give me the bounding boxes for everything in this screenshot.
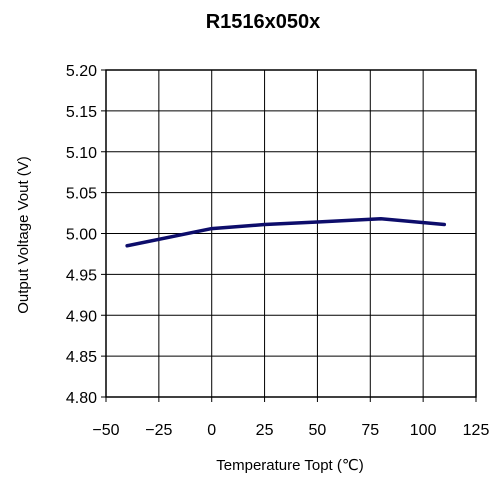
x-tick-label: −50 <box>92 422 119 439</box>
y-tick-label: 5.10 <box>66 145 97 162</box>
y-tick-label: 4.85 <box>66 349 97 366</box>
y-tick-label: 5.00 <box>66 227 97 244</box>
y-tick-label: 5.05 <box>66 186 97 203</box>
chart-title: R1516x050x <box>206 11 321 33</box>
plot-border <box>105 69 477 398</box>
x-tick-labels: −50 −25 0 25 50 75 100 125 <box>92 422 489 439</box>
x-tick-label: −25 <box>145 422 172 439</box>
x-tick-label: 25 <box>256 422 274 439</box>
series-layer <box>125 217 447 248</box>
y-tick-label: 4.80 <box>66 390 97 407</box>
series-line <box>125 217 447 248</box>
y-tick-labels: 4.80 4.85 4.90 4.95 5.00 5.05 5.10 5.15 5.20 <box>66 63 97 407</box>
y-tick-label: 4.95 <box>66 267 97 284</box>
grid <box>106 70 476 397</box>
plot-frame <box>101 69 477 402</box>
x-tick-label: 50 <box>309 422 327 439</box>
y-tick-label: 5.15 <box>66 104 97 121</box>
x-axis-label: Temperature Topt (℃) <box>216 457 363 474</box>
y-tick-label: 4.90 <box>66 308 97 325</box>
x-tick-label: 0 <box>207 422 216 439</box>
x-tick-label: 125 <box>463 422 490 439</box>
x-tick-label: 100 <box>410 422 437 439</box>
x-tick-label: 75 <box>361 422 379 439</box>
y-axis-label: Output Voltage Vout (V) <box>15 156 32 314</box>
y-tick-label: 5.20 <box>66 63 97 80</box>
